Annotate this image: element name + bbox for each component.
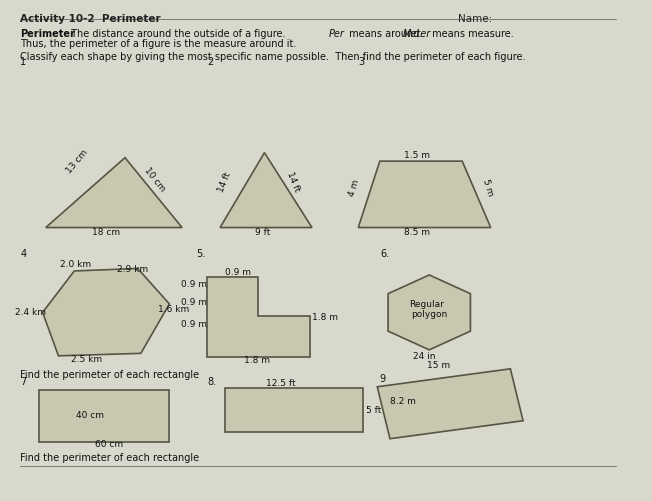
Text: 0.9 m: 0.9 m (224, 268, 250, 277)
Text: 8.: 8. (207, 376, 216, 386)
Text: Classify each shape by giving the most specific name possible.  Then find the pe: Classify each shape by giving the most s… (20, 52, 526, 62)
Text: 2.9 km: 2.9 km (117, 265, 148, 274)
Text: 14 ft: 14 ft (217, 171, 233, 194)
FancyBboxPatch shape (224, 388, 363, 432)
Text: 0.9 m: 0.9 m (181, 280, 207, 289)
Text: 1.6 km: 1.6 km (158, 304, 189, 313)
Text: Activity 10-2  Perimeter: Activity 10-2 Perimeter (20, 14, 161, 24)
Text: Meter: Meter (403, 29, 431, 39)
Text: Per: Per (329, 29, 345, 39)
Polygon shape (42, 269, 170, 356)
Text: Name:: Name: (458, 14, 492, 24)
Polygon shape (378, 369, 523, 439)
Text: 14 ft: 14 ft (286, 170, 302, 193)
Text: 5.: 5. (197, 248, 206, 259)
Text: 7: 7 (20, 376, 27, 386)
Text: Find the perimeter of each rectangle: Find the perimeter of each rectangle (20, 370, 200, 380)
Polygon shape (358, 162, 491, 228)
Text: 5 ft: 5 ft (366, 405, 381, 414)
Text: 15 m: 15 m (427, 361, 451, 370)
Polygon shape (207, 278, 310, 358)
Text: 8.5 m: 8.5 m (404, 227, 430, 236)
Text: means measure.: means measure. (428, 29, 513, 39)
Text: 13 cm: 13 cm (65, 148, 90, 175)
Text: 24 in: 24 in (413, 352, 436, 361)
Text: 1: 1 (20, 57, 27, 67)
Text: 9: 9 (380, 373, 386, 383)
Text: 2.0 km: 2.0 km (60, 260, 91, 269)
Polygon shape (388, 276, 470, 350)
Text: 0.9 m: 0.9 m (181, 319, 207, 328)
Text: Thus, the perimeter of a figure is the measure around it.: Thus, the perimeter of a figure is the m… (20, 39, 297, 49)
Text: 2.5 km: 2.5 km (71, 354, 102, 363)
Polygon shape (46, 158, 182, 228)
Text: 5 m: 5 m (481, 177, 495, 197)
Text: 3: 3 (358, 57, 364, 67)
Text: 2.4 km: 2.4 km (16, 307, 46, 316)
Text: 4 m: 4 m (347, 178, 361, 197)
Text: 1.8 m: 1.8 m (312, 312, 338, 321)
Text: 1.5 m: 1.5 m (404, 150, 430, 159)
Text: polygon: polygon (411, 309, 447, 318)
Text: Perimeter: Perimeter (20, 29, 75, 39)
Text: means around.: means around. (346, 29, 425, 39)
Text: 2: 2 (207, 57, 214, 67)
Text: 10 cm: 10 cm (142, 165, 166, 193)
Text: 6.: 6. (380, 248, 389, 259)
Text: 12.5 ft: 12.5 ft (267, 378, 296, 387)
FancyBboxPatch shape (39, 390, 170, 442)
Text: 9 ft: 9 ft (255, 227, 271, 236)
Text: 18 cm: 18 cm (92, 227, 120, 236)
Text: 60 cm: 60 cm (95, 439, 123, 448)
Text: 40 cm: 40 cm (76, 410, 104, 419)
Text: 4: 4 (20, 248, 27, 259)
Text: 8.2 m: 8.2 m (390, 396, 416, 405)
Text: The distance around the outside of a figure.: The distance around the outside of a fig… (68, 29, 289, 39)
Text: Find the perimeter of each rectangle: Find the perimeter of each rectangle (20, 452, 200, 462)
Text: Regular: Regular (409, 299, 444, 308)
Text: 1.8 m: 1.8 m (244, 356, 269, 365)
Polygon shape (220, 153, 312, 228)
Text: 0.9 m: 0.9 m (181, 297, 207, 306)
